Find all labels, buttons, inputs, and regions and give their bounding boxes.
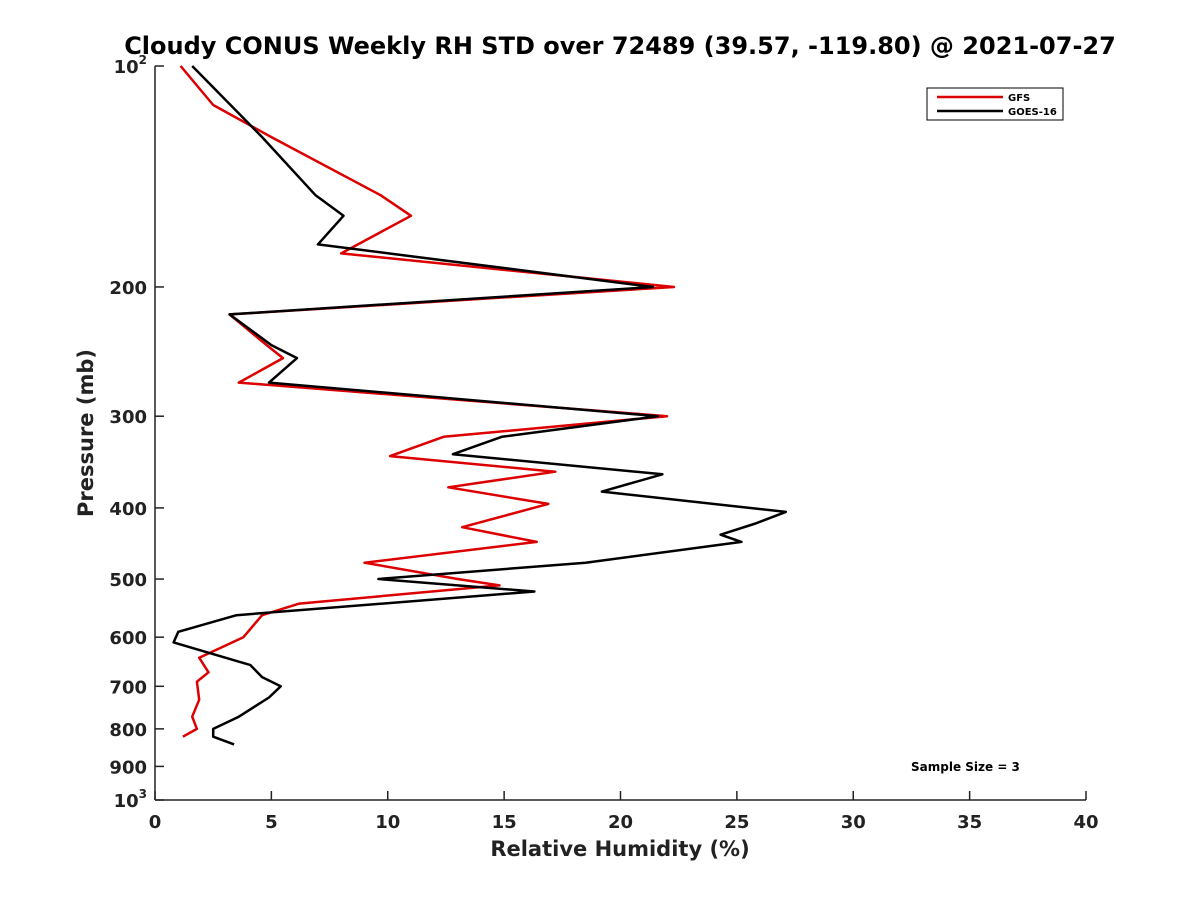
x-tick-label: 10 xyxy=(375,812,400,833)
y-tick-label: 300 xyxy=(109,407,147,428)
x-tick-label: 25 xyxy=(724,812,749,833)
legend-label-gfs: GFS xyxy=(1008,93,1030,104)
y-tick-label: 500 xyxy=(109,570,147,591)
y-tick-label: 103 xyxy=(114,787,147,812)
series-line-gfs xyxy=(179,65,676,738)
sample-size-annotation: Sample Size = 3 xyxy=(911,760,1020,774)
plot-area xyxy=(172,65,788,746)
x-tick-label: 0 xyxy=(149,812,162,833)
y-tick-label: 102 xyxy=(114,53,147,78)
x-tick-label: 30 xyxy=(841,812,866,833)
x-tick-label: 35 xyxy=(957,812,982,833)
legend-label-goes16: GOES-16 xyxy=(1008,107,1057,118)
legend: GFS GOES-16 xyxy=(926,87,1064,121)
legend-box xyxy=(926,87,1064,121)
x-axis-label: Relative Humidity (%) xyxy=(490,837,749,861)
chart-title: Cloudy CONUS Weekly RH STD over 72489 (3… xyxy=(124,32,1116,60)
y-tick-label: 900 xyxy=(109,757,147,778)
y-tick-label: 600 xyxy=(109,628,147,649)
x-tick-label: 40 xyxy=(1073,812,1098,833)
y-tick-label: 200 xyxy=(109,278,147,299)
y-tick-label: 400 xyxy=(109,499,147,520)
y-tick-label: 800 xyxy=(109,720,147,741)
x-tick-label: 20 xyxy=(608,812,633,833)
y-axis-label: Pressure (mb) xyxy=(74,349,98,517)
y-tick-label: 700 xyxy=(109,677,147,698)
x-tick-label: 5 xyxy=(265,812,278,833)
y-ticks: 102 200 300 400 500 600 700 800 900 103 xyxy=(109,53,164,812)
series-line-goes16 xyxy=(172,65,788,746)
x-ticks: 0 5 10 15 20 25 30 35 40 xyxy=(149,791,1099,833)
x-tick-label: 15 xyxy=(492,812,517,833)
